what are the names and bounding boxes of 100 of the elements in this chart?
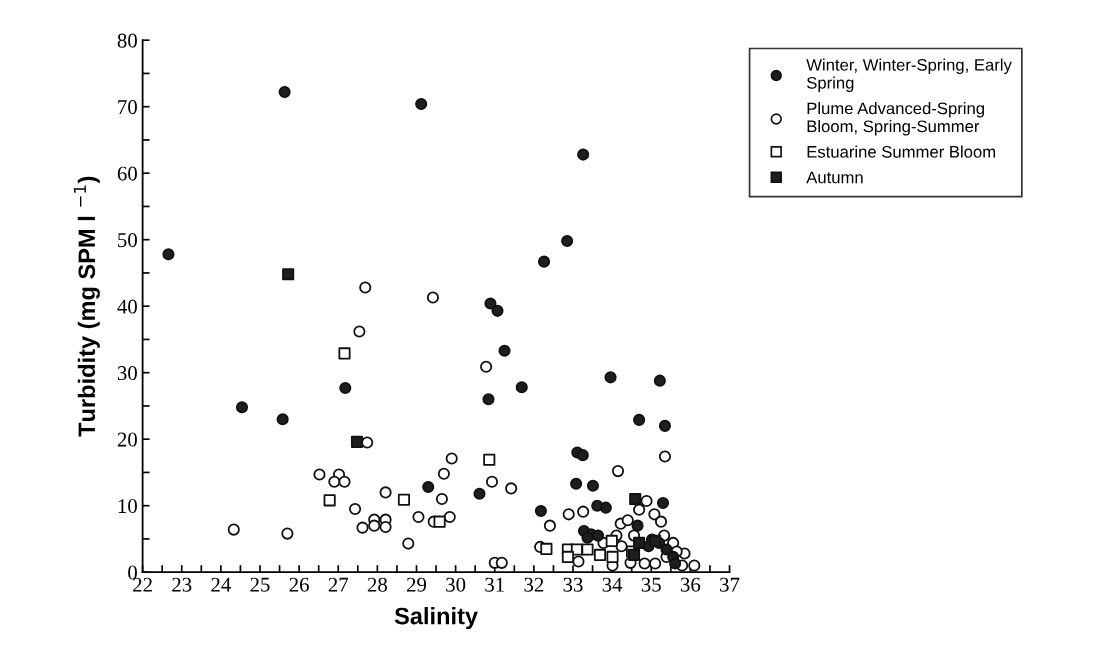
- x-tick-label: 32: [524, 577, 544, 592]
- point: [515, 381, 528, 394]
- point: [656, 496, 670, 510]
- point: [576, 449, 589, 462]
- point: [227, 523, 240, 536]
- point: [379, 520, 392, 534]
- point: [669, 557, 682, 570]
- point: [338, 475, 351, 488]
- point: [422, 481, 435, 494]
- point: [359, 281, 372, 294]
- x-tick-label: 37: [720, 577, 740, 592]
- point: [561, 234, 574, 248]
- point: [649, 534, 662, 547]
- point: [162, 248, 175, 261]
- point: [412, 510, 425, 524]
- point: [437, 467, 450, 480]
- point: [498, 344, 511, 357]
- point: [658, 450, 672, 463]
- point: [433, 515, 446, 528]
- x-tick-label: 27: [328, 577, 349, 592]
- point: [633, 536, 646, 549]
- point: [339, 381, 352, 395]
- point: [658, 419, 672, 432]
- point: [562, 508, 575, 521]
- point: [328, 475, 341, 488]
- x-tick-label: 24: [211, 577, 231, 592]
- point: [633, 413, 646, 426]
- point: [473, 487, 486, 500]
- x-tick-label: 31: [485, 577, 504, 592]
- x-tick-label: 28: [367, 577, 387, 592]
- point: [534, 504, 547, 518]
- x-axis-title: Salinity: [394, 607, 478, 630]
- x-tick-label: 26: [289, 577, 309, 592]
- point: [633, 503, 646, 516]
- point: [379, 486, 392, 499]
- point: [505, 482, 518, 495]
- point: [581, 543, 594, 556]
- point: [435, 492, 448, 506]
- point: [581, 531, 594, 544]
- x-tick-label: 33: [563, 577, 583, 592]
- point: [640, 494, 653, 508]
- point: [485, 475, 499, 488]
- point: [653, 374, 666, 387]
- x-tick-label: 29: [406, 577, 427, 592]
- point: [654, 515, 668, 528]
- point: [313, 468, 326, 481]
- point: [323, 494, 336, 507]
- legend-label: Autumn: [806, 171, 863, 184]
- y-tick-label: 60: [117, 166, 137, 181]
- y-tick-label: 30: [117, 366, 137, 381]
- y-tick-label: 20: [117, 432, 137, 447]
- y-tick-label: 10: [118, 499, 137, 514]
- point: [356, 521, 369, 534]
- point: [593, 548, 607, 561]
- point: [586, 479, 600, 492]
- point: [402, 537, 415, 550]
- point: [649, 557, 662, 570]
- point: [605, 534, 618, 547]
- point: [660, 543, 673, 556]
- point: [278, 86, 291, 99]
- point: [397, 493, 411, 506]
- legend-label: Plume Advanced-Spring Bloom, Spring-Summer: [807, 102, 984, 136]
- y-axis-title: Turbidity (mg SPM l $^{−1}$): [73, 176, 100, 437]
- point: [621, 514, 634, 527]
- x-tick-label: 34: [602, 577, 623, 592]
- point: [491, 304, 504, 317]
- x-tick-label: 30: [446, 577, 466, 592]
- y-tick-label: 80: [117, 33, 137, 48]
- point: [338, 347, 351, 360]
- y-tick-label: 50: [118, 233, 137, 248]
- point: [484, 297, 497, 310]
- point: [482, 393, 495, 406]
- point: [415, 97, 428, 111]
- point: [606, 550, 619, 563]
- legend-label: Winter, Winter-Spring, Early Spring: [806, 58, 1012, 93]
- point: [611, 465, 625, 478]
- point: [629, 492, 642, 506]
- point: [648, 508, 661, 521]
- point: [480, 360, 493, 373]
- point: [483, 453, 496, 466]
- y-tick-label: 70: [118, 100, 137, 115]
- point: [631, 519, 644, 532]
- point: [368, 519, 381, 532]
- point: [281, 527, 294, 540]
- y-tick-label: 40: [117, 299, 137, 314]
- point: [577, 505, 590, 518]
- x-tick-label: 25: [250, 577, 270, 592]
- point: [599, 501, 612, 514]
- point: [577, 148, 590, 161]
- point: [537, 255, 551, 268]
- point: [543, 519, 556, 532]
- point: [426, 291, 439, 304]
- x-tick-label: 35: [641, 577, 661, 592]
- point: [445, 452, 458, 465]
- point: [604, 371, 617, 384]
- point: [540, 542, 553, 555]
- point: [353, 325, 366, 338]
- point: [688, 559, 701, 572]
- point: [235, 401, 249, 414]
- x-tick-label: 23: [172, 577, 192, 592]
